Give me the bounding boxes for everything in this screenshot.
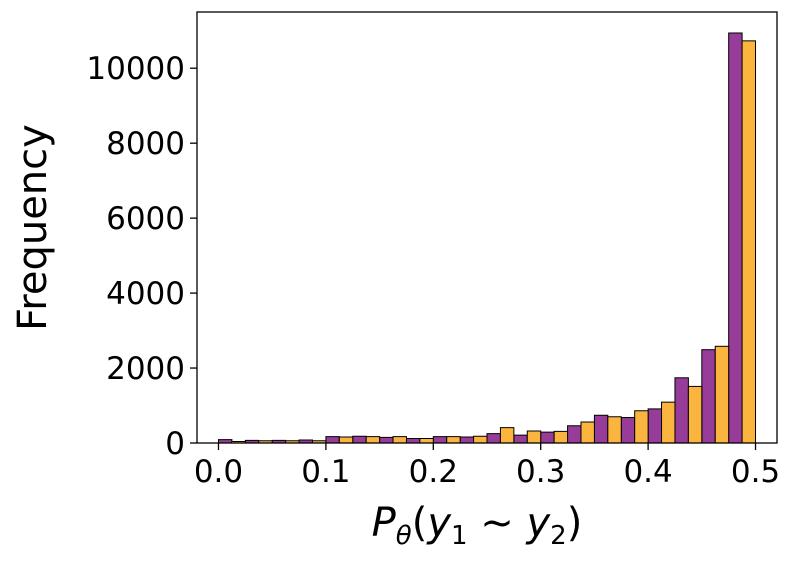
- bar-s1-bin-11: [486, 433, 501, 444]
- bar-s1-bin-17: [647, 408, 663, 444]
- bar-s2-bin-8: [419, 438, 434, 444]
- bar-s2-bin-15: [607, 416, 622, 444]
- bar-s1-bin-7: [379, 436, 394, 444]
- plot-frame: [196, 11, 778, 444]
- bar-s1-bin-15: [593, 414, 609, 444]
- bar-s1-bin-19: [701, 349, 716, 444]
- x-tick-label: 0.0: [194, 454, 243, 490]
- x-title-y1: y: [426, 500, 452, 546]
- bar-s1-bin-9: [432, 436, 448, 444]
- y-tick-label: 4000: [106, 276, 185, 312]
- bar-s2-bin-17: [661, 401, 676, 444]
- y-tick-label: 6000: [106, 201, 185, 237]
- x-axis-title: Pθ(y1 ~ y2): [372, 500, 583, 551]
- bar-s2-bin-13: [553, 430, 569, 444]
- y-tick-label: 8000: [106, 126, 185, 162]
- x-title-base-sub: θ: [396, 521, 412, 551]
- bar-s1-bin-14: [567, 425, 582, 444]
- bar-s1-bin-12: [513, 434, 528, 444]
- bar-s1-bin-20: [728, 32, 743, 444]
- x-title-base: P: [372, 500, 397, 546]
- bar-s2-bin-6: [365, 436, 381, 444]
- bar-s1-bin-16: [620, 417, 636, 444]
- x-tick-label: 0.2: [409, 454, 458, 490]
- bar-s1-bin-6: [352, 435, 367, 444]
- x-title-open: (: [412, 500, 428, 546]
- bar-s1-bin-18: [674, 377, 689, 444]
- bar-s2-bin-12: [526, 430, 542, 444]
- bar-s2-bin-16: [634, 410, 649, 444]
- y-axis-title: Frequency: [10, 124, 56, 331]
- bar-s2-bin-7: [392, 436, 407, 444]
- x-tick-label: 0.4: [623, 454, 672, 490]
- bar-s2-bin-9: [446, 436, 461, 444]
- x-tick-label: 0.3: [516, 454, 565, 490]
- bar-s2-bin-10: [473, 435, 488, 444]
- x-tick-label: 0.1: [301, 454, 350, 490]
- x-title-close: ): [567, 500, 583, 546]
- x-title-y2: y: [526, 500, 552, 546]
- x-title-y1-sub: 1: [451, 521, 468, 551]
- y-tick-label: 0: [165, 426, 185, 462]
- bar-s1-bin-8: [405, 438, 421, 444]
- bar-s1-bin-13: [540, 431, 555, 444]
- y-tick-label: 2000: [106, 351, 185, 387]
- bar-s2-bin-18: [687, 385, 703, 444]
- x-title-op: ~: [468, 500, 527, 546]
- ticks-layer: 0.0 0.1 0.2 0.3 0.4 0.5 0 2000 4000 6000 8000 10000: [86, 51, 780, 490]
- x-tick-label: 0.5: [731, 454, 780, 490]
- bar-s2-bin-11: [499, 427, 515, 444]
- bar-s1-bin-10: [459, 436, 475, 444]
- bar-s2-bin-20: [741, 40, 757, 444]
- bar-s2-bin-14: [580, 421, 595, 444]
- bars-layer: [217, 32, 757, 444]
- bar-s2-bin-5: [338, 436, 354, 444]
- x-title-y2-sub: 2: [550, 521, 567, 551]
- bar-s1-bin-5: [325, 436, 340, 444]
- bar-s2-bin-19: [714, 345, 730, 444]
- y-tick-label: 10000: [86, 51, 185, 87]
